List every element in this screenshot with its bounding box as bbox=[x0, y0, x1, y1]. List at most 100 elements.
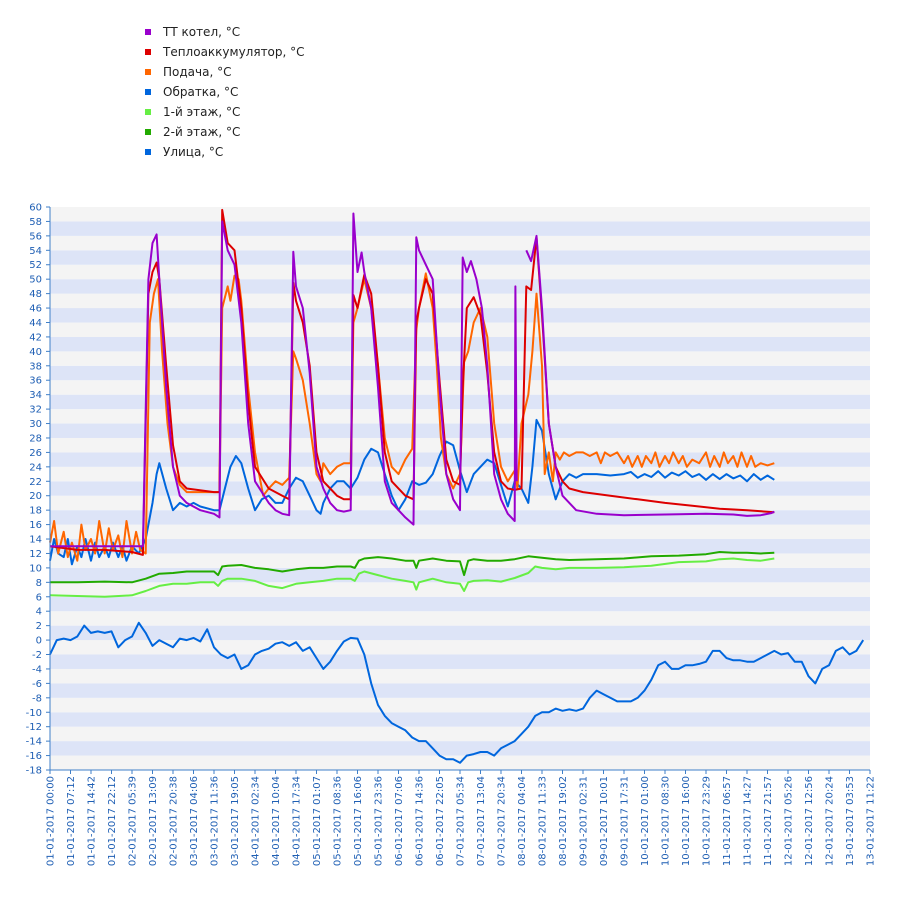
x-tick-label: 05-01-2017 16:06 bbox=[353, 776, 364, 866]
legend-swatch bbox=[145, 109, 151, 115]
grid-band bbox=[50, 683, 870, 698]
y-tick-label: 0 bbox=[36, 636, 42, 647]
grid-band bbox=[50, 336, 870, 352]
legend-item: 1-й этаж, °C bbox=[145, 102, 305, 122]
y-tick-label: 30 bbox=[29, 419, 42, 430]
grid-band bbox=[50, 308, 870, 323]
grid-band bbox=[50, 596, 870, 612]
series-line bbox=[50, 212, 518, 548]
grid-band bbox=[50, 668, 870, 684]
x-tick-label: 02-01-2017 05:39 bbox=[128, 776, 139, 866]
y-tick-label: -2 bbox=[32, 650, 42, 661]
grid-band bbox=[50, 524, 870, 540]
x-tick-label: 10-01-2017 08:30 bbox=[661, 776, 672, 866]
y-tick-label: 16 bbox=[29, 520, 42, 531]
grid-band bbox=[50, 394, 870, 410]
x-tick-label: 09-01-2017 10:01 bbox=[599, 776, 610, 866]
legend-swatch bbox=[145, 149, 151, 155]
x-tick-label: 10-01-2017 23:29 bbox=[702, 776, 713, 866]
grid-band bbox=[50, 409, 870, 424]
grid-band bbox=[50, 654, 870, 669]
y-axis-ticks: 6058565452504846444240383634323028262422… bbox=[26, 203, 50, 777]
y-tick-label: 42 bbox=[29, 332, 42, 343]
legend-item: 2-й этаж, °C bbox=[145, 122, 305, 142]
x-tick-label: 04-01-2017 02:34 bbox=[251, 776, 262, 866]
legend-label: Обратка, °C bbox=[163, 85, 239, 99]
y-tick-label: 26 bbox=[29, 448, 42, 459]
y-tick-label: 40 bbox=[29, 347, 42, 358]
x-tick-label: 11-01-2017 21:57 bbox=[763, 776, 774, 866]
grid-band bbox=[50, 365, 870, 381]
x-tick-label: 08-01-2017 11:33 bbox=[538, 776, 549, 866]
y-tick-label: 46 bbox=[29, 304, 42, 315]
y-tick-label: 52 bbox=[29, 260, 42, 271]
x-tick-label: 12-01-2017 05:26 bbox=[784, 776, 795, 866]
y-tick-label: 12 bbox=[29, 549, 42, 560]
x-tick-label: 12-01-2017 12:56 bbox=[804, 776, 815, 866]
y-tick-label: 50 bbox=[29, 275, 42, 286]
y-tick-label: 22 bbox=[29, 477, 42, 488]
y-tick-label: 44 bbox=[29, 318, 42, 329]
y-tick-label: -10 bbox=[26, 708, 42, 719]
y-tick-label: 2 bbox=[36, 621, 42, 632]
grid-band bbox=[50, 293, 870, 309]
grid-band bbox=[50, 351, 870, 366]
y-tick-label: -8 bbox=[32, 693, 42, 704]
y-tick-label: 60 bbox=[29, 203, 42, 214]
y-tick-label: 48 bbox=[29, 289, 42, 300]
x-tick-label: 09-01-2017 02:31 bbox=[579, 776, 590, 866]
x-tick-label: 01-01-2017 00:00 bbox=[46, 776, 57, 866]
legend: ТТ котел, °C Теплоаккумулятор, °C Подача, … bbox=[145, 22, 305, 162]
y-tick-label: -12 bbox=[26, 722, 42, 733]
x-tick-label: 07-01-2017 20:34 bbox=[497, 776, 508, 866]
x-tick-label: 08-01-2017 04:04 bbox=[517, 776, 528, 866]
y-tick-label: 18 bbox=[29, 506, 42, 517]
legend-label: Улица, °C bbox=[163, 145, 224, 159]
grid-band bbox=[50, 235, 870, 251]
y-tick-label: 56 bbox=[29, 231, 42, 242]
x-tick-label: 05-01-2017 01:07 bbox=[312, 776, 323, 866]
x-tick-label: 05-01-2017 08:36 bbox=[333, 776, 344, 866]
legend-swatch bbox=[145, 89, 151, 95]
x-tick-label: 07-01-2017 13:04 bbox=[476, 776, 487, 866]
series-line bbox=[50, 551, 775, 584]
x-tick-label: 03-01-2017 19:05 bbox=[230, 776, 241, 866]
y-tick-label: 36 bbox=[29, 376, 42, 387]
grid-band bbox=[50, 221, 870, 236]
grid-band bbox=[50, 582, 870, 597]
grid-band bbox=[50, 640, 870, 655]
legend-item: Улица, °C bbox=[145, 142, 305, 162]
grid-band bbox=[50, 322, 870, 337]
y-tick-label: 38 bbox=[29, 361, 42, 372]
x-tick-label: 04-01-2017 10:04 bbox=[271, 776, 282, 866]
grid-band bbox=[50, 207, 870, 222]
legend-item: Подача, °C bbox=[145, 62, 305, 82]
y-tick-label: 14 bbox=[29, 535, 42, 546]
grid-band bbox=[50, 611, 870, 626]
grid-band bbox=[50, 567, 870, 583]
legend-label: Теплоаккумулятор, °C bbox=[163, 45, 305, 59]
x-tick-label: 02-01-2017 20:38 bbox=[169, 776, 180, 866]
y-tick-label: 4 bbox=[36, 607, 42, 618]
grid-band bbox=[50, 250, 870, 265]
x-tick-label: 13-01-2017 11:22 bbox=[866, 776, 877, 866]
grid-band bbox=[50, 697, 870, 713]
grid-band bbox=[50, 539, 870, 554]
y-tick-label: -4 bbox=[32, 664, 42, 675]
x-tick-label: 11-01-2017 06:57 bbox=[722, 776, 733, 866]
x-tick-label: 01-01-2017 14:42 bbox=[87, 776, 98, 866]
grid-band bbox=[50, 510, 870, 525]
x-tick-label: 10-01-2017 01:00 bbox=[640, 776, 651, 866]
y-tick-label: -16 bbox=[26, 751, 42, 762]
x-tick-label: 08-01-2017 19:02 bbox=[558, 776, 569, 866]
series-line bbox=[525, 234, 775, 517]
x-tick-label: 06-01-2017 14:36 bbox=[415, 776, 426, 866]
legend-label: 1-й этаж, °C bbox=[163, 105, 241, 119]
grid-band bbox=[50, 380, 870, 395]
x-tick-label: 09-01-2017 17:31 bbox=[620, 776, 631, 866]
x-tick-label: 02-01-2017 13:09 bbox=[148, 776, 159, 866]
x-tick-label: 07-01-2017 05:34 bbox=[456, 776, 467, 866]
y-tick-label: -18 bbox=[26, 766, 42, 777]
x-tick-label: 03-01-2017 04:06 bbox=[189, 776, 200, 866]
